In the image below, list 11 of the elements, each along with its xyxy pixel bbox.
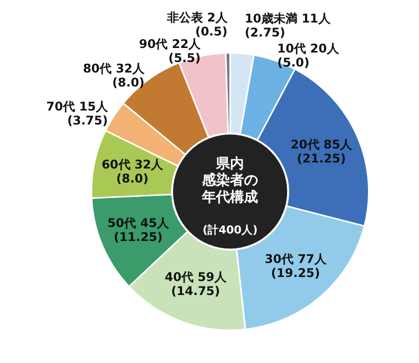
slice-label: 非公表 2人 (0.5): [166, 10, 228, 39]
slice-label: 10歳未満 11人 (2.75): [244, 11, 332, 40]
text: 県内感染者の年代構成: [201, 156, 258, 206]
slice-label: 20代 85人 (21.25): [290, 138, 354, 166]
slice-label: 50代 45人 (11.25): [107, 216, 170, 244]
text: (計400人): [202, 223, 258, 236]
slice-label: 30代 77人 (19.25): [264, 252, 328, 280]
slice-label: 60代 32人 (8.0): [102, 158, 164, 186]
slice-label: 10代 20人 (5.0): [277, 42, 340, 70]
slice-label: 70代 15人 (3.75): [46, 100, 109, 128]
slice-label: 40代 59人 (14.75): [164, 270, 228, 298]
